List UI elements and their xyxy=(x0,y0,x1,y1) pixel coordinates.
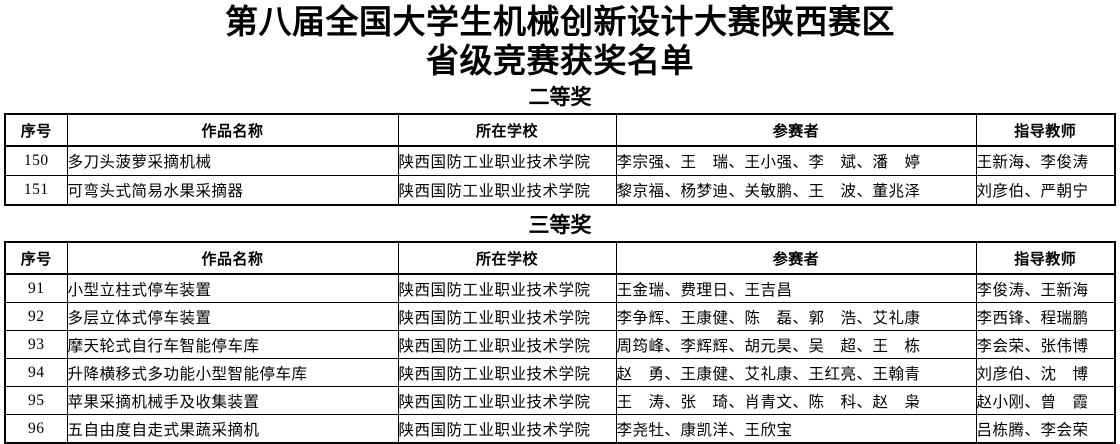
cell-advisors: 李会荣、张伟博 xyxy=(975,330,1116,359)
cell-serial: 96 xyxy=(4,414,68,444)
page-title-line2: 省级竞赛获奖名单 xyxy=(426,44,694,80)
cell-school: 陕西国防工业职业技术学院 xyxy=(397,414,617,444)
cell-participants: 周筠峰、李辉辉、胡元昊、吴 超、王 栋 xyxy=(615,330,977,359)
table-row: 96 五自由度自走式果蔬采摘机 陕西国防工业职业技术学院 李尧牡、康凯洋、王欣宝… xyxy=(4,414,1116,444)
cell-advisors: 吕栋腾、李会荣 xyxy=(975,414,1116,444)
cell-school: 陕西国防工业职业技术学院 xyxy=(397,273,617,303)
column-header-work-name: 作品名称 xyxy=(66,113,399,147)
cell-work-name: 多层立体式停车装置 xyxy=(66,302,399,331)
cell-serial: 91 xyxy=(4,273,68,303)
section-heading-third-prize: 三等奖 xyxy=(528,213,592,237)
cell-participants: 王 涛、张 琦、肖青文、陈 科、赵 枭 xyxy=(615,386,977,415)
cell-school: 陕西国防工业职业技术学院 xyxy=(397,330,617,359)
column-header-work-name: 作品名称 xyxy=(66,241,399,275)
cell-school: 陕西国防工业职业技术学院 xyxy=(397,386,617,415)
cell-advisors: 赵小刚、曾 霞 xyxy=(975,386,1116,415)
column-header-serial: 序号 xyxy=(4,113,68,147)
cell-work-name: 五自由度自走式果蔬采摘机 xyxy=(66,414,399,444)
column-header-participants: 参赛者 xyxy=(615,113,977,147)
column-header-serial: 序号 xyxy=(4,241,68,275)
cell-school: 陕西国防工业职业技术学院 xyxy=(397,302,617,331)
table-row: 93 摩天轮式自行车智能停车库 陕西国防工业职业技术学院 周筠峰、李辉辉、胡元昊… xyxy=(4,330,1116,359)
column-header-participants: 参赛者 xyxy=(615,241,977,275)
cell-advisors: 李俊涛、王新海 xyxy=(975,273,1116,303)
column-header-advisors: 指导教师 xyxy=(975,113,1116,147)
cell-advisors: 刘彦伯、严朝宁 xyxy=(975,175,1116,206)
second-prize-table: 序号 作品名称 所在学校 参赛者 指导教师 150 多刀头菠萝采摘机械 陕西国防… xyxy=(4,113,1116,206)
cell-advisors: 李西锋、程瑞鹏 xyxy=(975,302,1116,331)
table-header-row: 序号 作品名称 所在学校 参赛者 指导教师 xyxy=(4,241,1116,275)
column-header-school: 所在学校 xyxy=(397,113,617,147)
cell-participants: 王金瑞、费理日、王吉昌 xyxy=(615,273,977,303)
table-row: 94 升降横移式多功能小型智能停车库 陕西国防工业职业技术学院 赵 勇、王康健、… xyxy=(4,358,1116,387)
table-row: 92 多层立体式停车装置 陕西国防工业职业技术学院 李争辉、王康健、陈 磊、郭 … xyxy=(4,302,1116,331)
cell-school: 陕西国防工业职业技术学院 xyxy=(397,358,617,387)
cell-advisors: 刘彦伯、沈 博 xyxy=(975,358,1116,387)
cell-advisors: 王新海、李俊涛 xyxy=(975,145,1116,176)
cell-work-name: 苹果采摘机械手及收集装置 xyxy=(66,386,399,415)
table-header-row: 序号 作品名称 所在学校 参赛者 指导教师 xyxy=(4,113,1116,147)
cell-participants: 赵 勇、王康健、艾礼康、王红亮、王翰青 xyxy=(615,358,977,387)
cell-participants: 黎京福、杨梦迪、关敏鹏、王 波、董兆泽 xyxy=(615,175,977,206)
cell-work-name: 可弯头式简易水果采摘器 xyxy=(66,175,399,206)
cell-serial: 94 xyxy=(4,358,68,387)
page-title: 第八届全国大学生机械创新设计大赛陕西赛区 省级竞赛获奖名单 xyxy=(0,0,1120,82)
section-heading-second-prize: 二等奖 xyxy=(528,85,592,109)
table-row: 91 小型立柱式停车装置 陕西国防工业职业技术学院 王金瑞、费理日、王吉昌 李俊… xyxy=(4,273,1116,303)
cell-work-name: 摩天轮式自行车智能停车库 xyxy=(66,330,399,359)
cell-serial: 150 xyxy=(4,145,68,176)
cell-serial: 92 xyxy=(4,302,68,331)
cell-work-name: 多刀头菠萝采摘机械 xyxy=(66,145,399,176)
cell-work-name: 小型立柱式停车装置 xyxy=(66,273,399,303)
cell-serial: 93 xyxy=(4,330,68,359)
cell-serial: 95 xyxy=(4,386,68,415)
cell-participants: 李尧牡、康凯洋、王欣宝 xyxy=(615,414,977,444)
cell-participants: 李宗强、王 瑞、王小强、李 斌、潘 婷 xyxy=(615,145,977,176)
cell-school: 陕西国防工业职业技术学院 xyxy=(397,175,617,206)
column-header-school: 所在学校 xyxy=(397,241,617,275)
cell-work-name: 升降横移式多功能小型智能停车库 xyxy=(66,358,399,387)
table-row: 95 苹果采摘机械手及收集装置 陕西国防工业职业技术学院 王 涛、张 琦、肖青文… xyxy=(4,386,1116,415)
page-title-line1: 第八届全国大学生机械创新设计大赛陕西赛区 xyxy=(225,5,895,41)
cell-school: 陕西国防工业职业技术学院 xyxy=(397,145,617,176)
table-row: 150 多刀头菠萝采摘机械 陕西国防工业职业技术学院 李宗强、王 瑞、王小强、李… xyxy=(4,145,1116,176)
column-header-advisors: 指导教师 xyxy=(975,241,1116,275)
third-prize-table: 序号 作品名称 所在学校 参赛者 指导教师 91 小型立柱式停车装置 陕西国防工… xyxy=(4,241,1116,444)
cell-serial: 151 xyxy=(4,175,68,206)
cell-participants: 李争辉、王康健、陈 磊、郭 浩、艾礼康 xyxy=(615,302,977,331)
table-row: 151 可弯头式简易水果采摘器 陕西国防工业职业技术学院 黎京福、杨梦迪、关敏鹏… xyxy=(4,175,1116,206)
